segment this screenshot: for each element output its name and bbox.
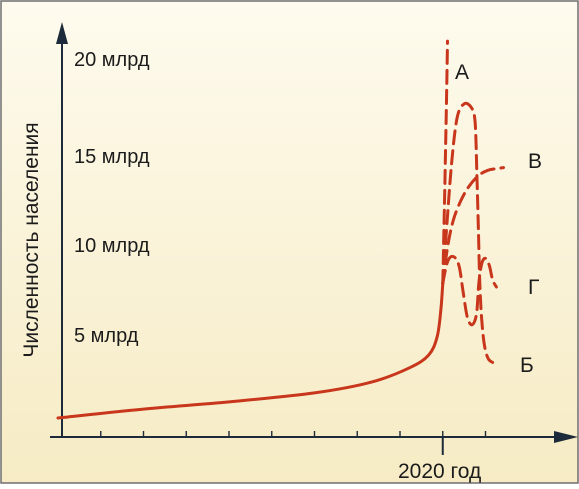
series-label-v: В — [528, 150, 542, 173]
series-label-a: А — [455, 61, 469, 84]
y-tick-label-5: 5 млрд — [74, 325, 139, 347]
y-tick-label-10: 10 млрд — [74, 235, 150, 257]
y-tick-label-20: 20 млрд — [74, 49, 150, 71]
series-layer — [56, 39, 505, 420]
projection-curve-b — [441, 101, 495, 364]
axes — [50, 22, 578, 443]
x-ticks — [100, 431, 487, 455]
projection-curve-g — [441, 254, 498, 327]
y-tick-label-15: 15 млрд — [74, 146, 150, 168]
y-axis-title: Численность населения — [20, 122, 43, 357]
series-label-b: Б — [520, 354, 534, 377]
projection-curve-a — [441, 39, 449, 285]
y-axis-arrow — [56, 22, 68, 44]
series-label-g: Г — [528, 276, 539, 299]
population-curve-historical — [56, 281, 445, 420]
x-axis-arrow — [554, 431, 578, 443]
projection-curve-v — [441, 166, 505, 285]
x-tick-label-2020: 2020 год — [398, 460, 481, 483]
